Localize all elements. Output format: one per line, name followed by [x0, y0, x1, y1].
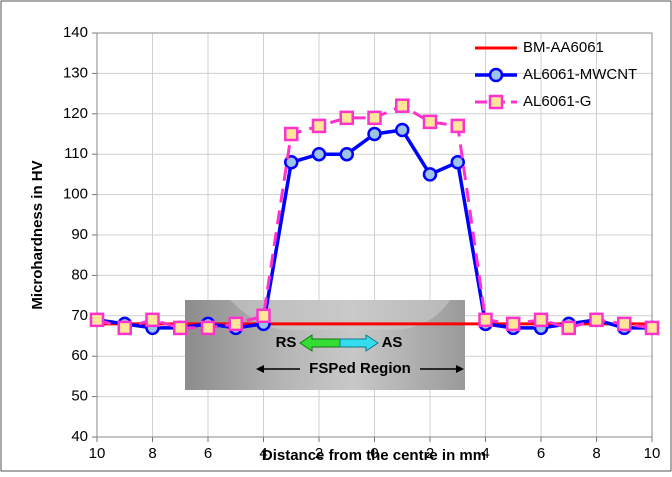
- x-tick-label: 4: [259, 445, 267, 462]
- point: [367, 126, 382, 142]
- point: [200, 320, 216, 336]
- point: [644, 320, 660, 336]
- legend-marker: [488, 67, 504, 83]
- y-tick-label: 120: [63, 105, 88, 122]
- x-tick-label: 2: [426, 445, 434, 462]
- x-tick-label: 6: [537, 445, 545, 462]
- point: [422, 114, 438, 130]
- y-tick-label: 110: [64, 145, 88, 162]
- legend-label: AL6061-MWCNT: [523, 66, 637, 83]
- plot: [89, 98, 660, 336]
- x-tick-label: 4: [481, 445, 489, 462]
- y-axis-label: Microhardness in HV: [29, 160, 46, 309]
- grid: 40 50 60 70 80 90 100 110 120 130 140 10 8 6 4 2 0 2 4 6 8 10: [63, 24, 660, 462]
- y-tick-label: 80: [71, 266, 88, 283]
- x-axis-label: Distance from the centre in mm: [262, 447, 486, 464]
- point: [89, 312, 105, 328]
- region-arrowhead-right: [456, 365, 464, 373]
- point: [367, 110, 382, 126]
- point: [478, 312, 493, 328]
- region-label: FSPed Region: [309, 360, 411, 377]
- legend-label: BM-AA6061: [523, 39, 604, 56]
- y-tick-label: 100: [63, 186, 88, 203]
- point: [339, 146, 354, 162]
- legend: BM-AA6061 AL6061-MWCNT AL6061-G: [475, 39, 637, 110]
- y-tick-label: 60: [71, 347, 88, 364]
- inset-image: RS AS FSPed Region: [185, 300, 465, 390]
- point: [284, 155, 299, 170]
- x-tick-label: 8: [148, 445, 156, 462]
- point: [450, 155, 465, 170]
- plot-frame: [96, 32, 653, 438]
- point: [450, 118, 465, 134]
- y-tick-label: 70: [71, 307, 88, 324]
- y-tick-label: 50: [71, 388, 88, 405]
- as-arrow: [339, 334, 379, 352]
- point: [145, 312, 160, 328]
- y-tick-label: 130: [63, 64, 88, 81]
- x-tick-label: 6: [204, 445, 212, 462]
- point: [173, 320, 188, 336]
- point: [311, 118, 327, 134]
- point: [422, 167, 438, 182]
- x-tick-label: 10: [89, 445, 106, 462]
- point: [117, 320, 132, 336]
- y-tick-label: 140: [63, 24, 88, 41]
- legend-marker: [488, 94, 504, 110]
- point: [533, 312, 549, 328]
- y-tick-label: 90: [71, 226, 88, 243]
- x-tick-label: 2: [315, 445, 323, 462]
- point: [256, 308, 271, 324]
- point: [395, 98, 410, 113]
- legend-label: AL6061-G: [523, 93, 591, 110]
- point: [339, 110, 354, 126]
- x-tick-label: 0: [370, 445, 378, 462]
- region-arrowhead-left: [256, 365, 264, 373]
- y-tick-label: 40: [71, 428, 88, 445]
- point: [506, 316, 521, 332]
- point: [617, 316, 632, 332]
- point: [589, 312, 604, 328]
- point: [228, 316, 243, 332]
- x-tick-label: 10: [644, 445, 661, 462]
- rs-label: RS: [276, 334, 297, 351]
- point: [311, 146, 327, 162]
- point: [395, 122, 410, 138]
- x-tick-label: 8: [592, 445, 600, 462]
- as-label: AS: [382, 334, 403, 351]
- point: [284, 126, 299, 142]
- point: [561, 320, 576, 336]
